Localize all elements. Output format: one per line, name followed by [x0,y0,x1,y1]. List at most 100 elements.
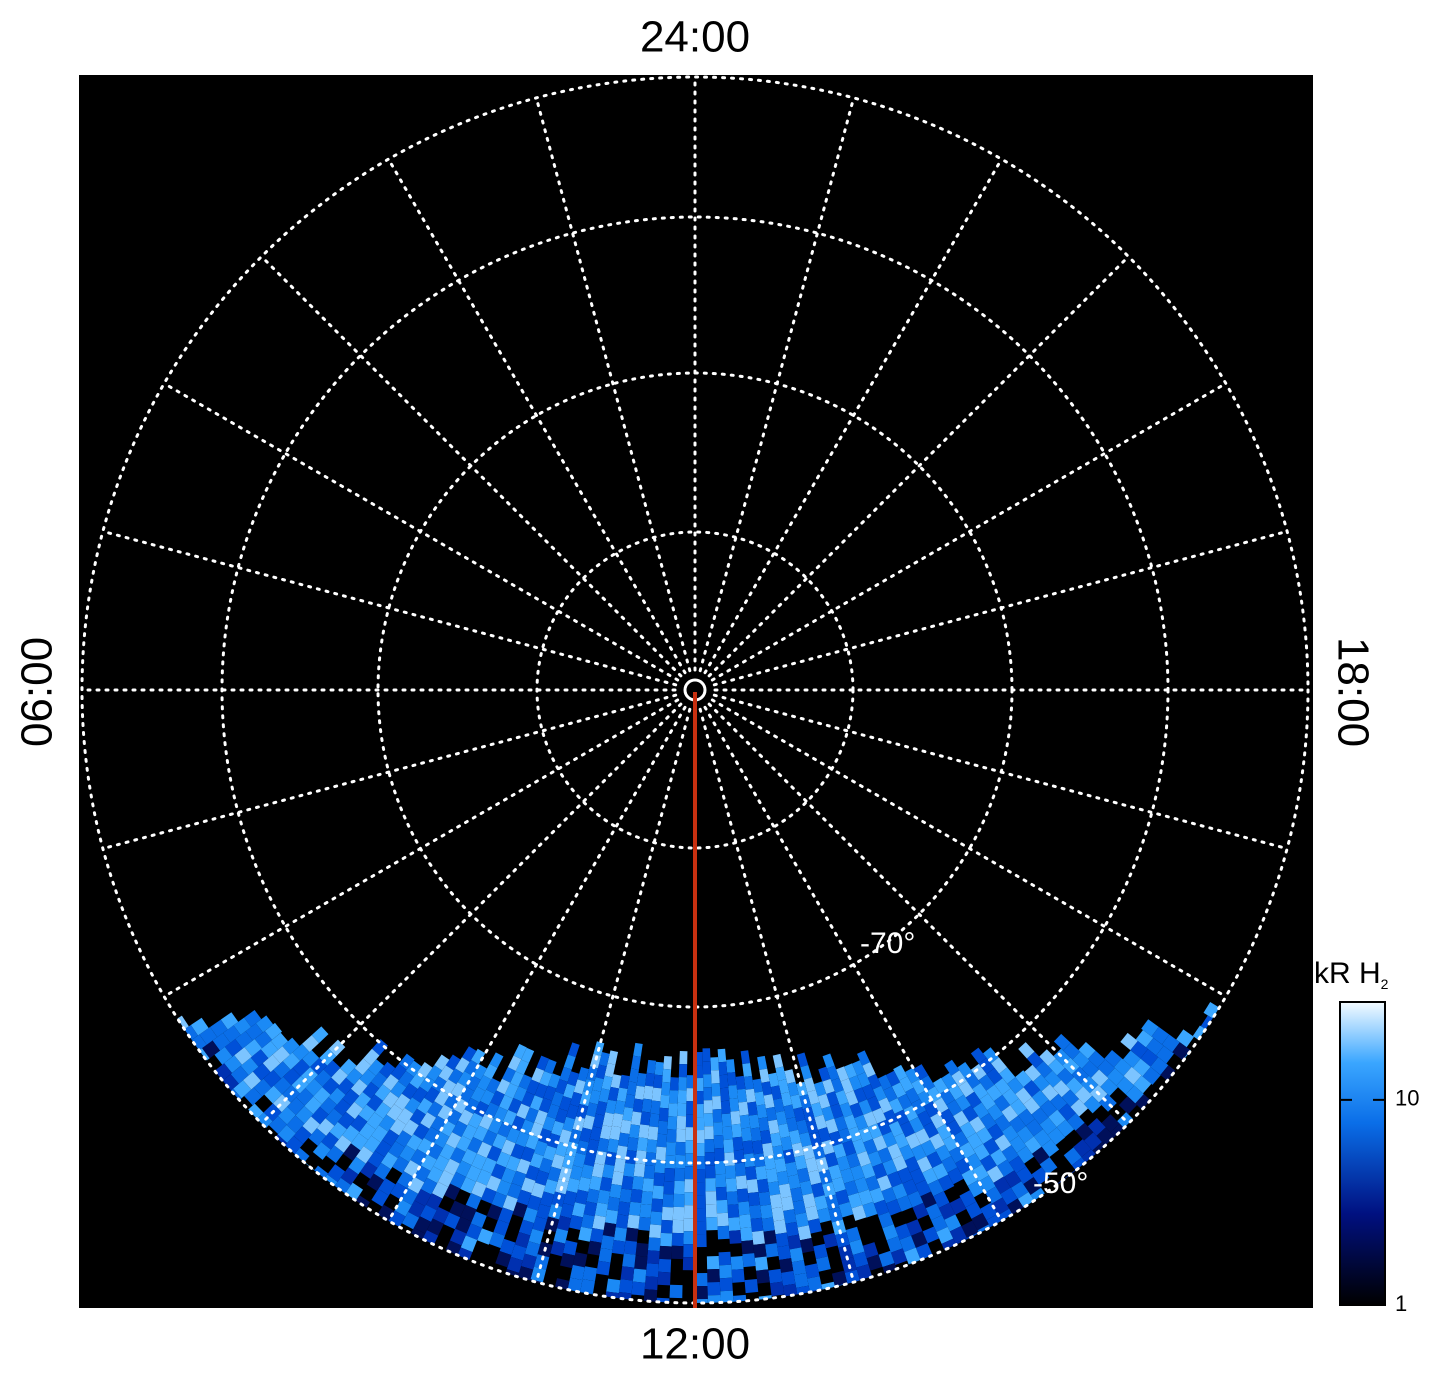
emission-cell [661,1206,674,1221]
emission-cell [270,1032,289,1050]
emission-cell [1024,1136,1042,1154]
emission-cell [497,1121,512,1138]
emission-cell [423,1126,440,1144]
emission-cell [664,1168,675,1182]
emission-cell [558,1129,572,1145]
emission-cell [747,1101,758,1116]
emission-cell [887,1171,903,1188]
emission-cell [853,1087,868,1103]
emission-cell [476,1141,492,1159]
emission-cell [695,1078,704,1092]
emission-cell [516,1158,531,1175]
emission-cell [865,1175,881,1192]
emission-cell [920,1075,936,1092]
emission-cell [199,1027,218,1045]
emission-cell [635,1150,647,1165]
emission-cell [569,1091,583,1107]
emission-cell [852,1251,869,1268]
emission-cell [464,1097,480,1115]
meridian [707,702,1130,1125]
emission-cell [1018,1042,1035,1059]
emission-cell [512,1201,528,1218]
emission-cell [969,1116,986,1134]
emission-cell [891,1082,907,1099]
emission-cell [638,1124,650,1139]
emission-cell [679,1050,688,1065]
emission-cell [882,1131,897,1148]
emission-cell [476,1169,492,1186]
emission-cell [676,1115,687,1130]
emission-cell [646,1059,657,1074]
emission-cell [857,1050,871,1066]
emission-cell [836,1066,849,1082]
emission-cell [355,1146,374,1164]
emission-cell [595,1100,608,1116]
emission-cell [446,1109,462,1126]
emission-cell [560,1252,575,1269]
emission-cell [337,1111,355,1130]
emission-cell [643,1085,654,1100]
emission-cell [1053,1033,1071,1051]
emission-cell [563,1083,576,1099]
emission-cell [685,1127,695,1141]
emission-cell [695,1194,706,1209]
emission-cell [1065,1077,1084,1095]
emission-cell [824,1152,839,1168]
emission-cell [220,1012,239,1030]
emission-cell [851,1205,867,1221]
emission-cell [350,1078,368,1096]
emission-cell [810,1102,824,1118]
emission-cell [1015,1070,1032,1088]
emission-cell [761,1081,773,1096]
emission-cell [407,1176,425,1194]
emission-cell [617,1132,630,1147]
emission-cell [580,1164,594,1180]
emission-cell [780,1091,793,1107]
emission-cell [1056,1119,1075,1138]
emission-cell [1049,1093,1068,1112]
emission-cell [350,1133,369,1151]
emission-cell [900,1121,915,1138]
emission-cell [631,1175,644,1191]
emission-cell [1002,1088,1019,1106]
emission-cell [779,1258,794,1273]
emission-cell [668,1103,678,1117]
emission-cell [252,1063,271,1081]
emission-cell [994,1114,1012,1132]
emission-cell [838,1201,854,1218]
emission-cell [319,1097,338,1115]
emission-cell [518,1074,533,1090]
emission-cell [703,1074,712,1088]
emission-cell [569,1165,583,1181]
emission-cell [437,1170,455,1187]
meridian [698,707,856,1284]
emission-cell [760,1129,772,1145]
emission-cell [673,1193,685,1208]
emission-cell [1072,1051,1090,1069]
emission-cell [224,1039,243,1057]
emission-cell [467,1136,483,1154]
emission-cell [872,1163,888,1180]
emission-cell [1010,1181,1029,1199]
emission-cell [986,1084,1003,1102]
emission-cell [838,1244,854,1261]
emission-cell [1039,1157,1058,1175]
emission-cell [413,1123,430,1140]
emission-cell [949,1226,967,1244]
emission-cell [577,1066,590,1082]
emission-cell [972,1102,990,1120]
emission-cell [718,1061,728,1076]
time-label: 06:00 [13,637,62,747]
emission-cell [402,1119,419,1137]
emission-cell [782,1148,796,1164]
emission-cell [1132,1058,1151,1077]
emission-cell [585,1102,598,1118]
emission-cell [507,1055,522,1071]
emission-cell [443,1212,461,1230]
emission-cell [1117,1112,1136,1131]
emission-cell [1172,1042,1191,1061]
emission-cell [373,1162,391,1181]
emission-cell [1009,1115,1026,1133]
emission-cell [411,1086,428,1104]
emission-cell [457,1071,473,1088]
